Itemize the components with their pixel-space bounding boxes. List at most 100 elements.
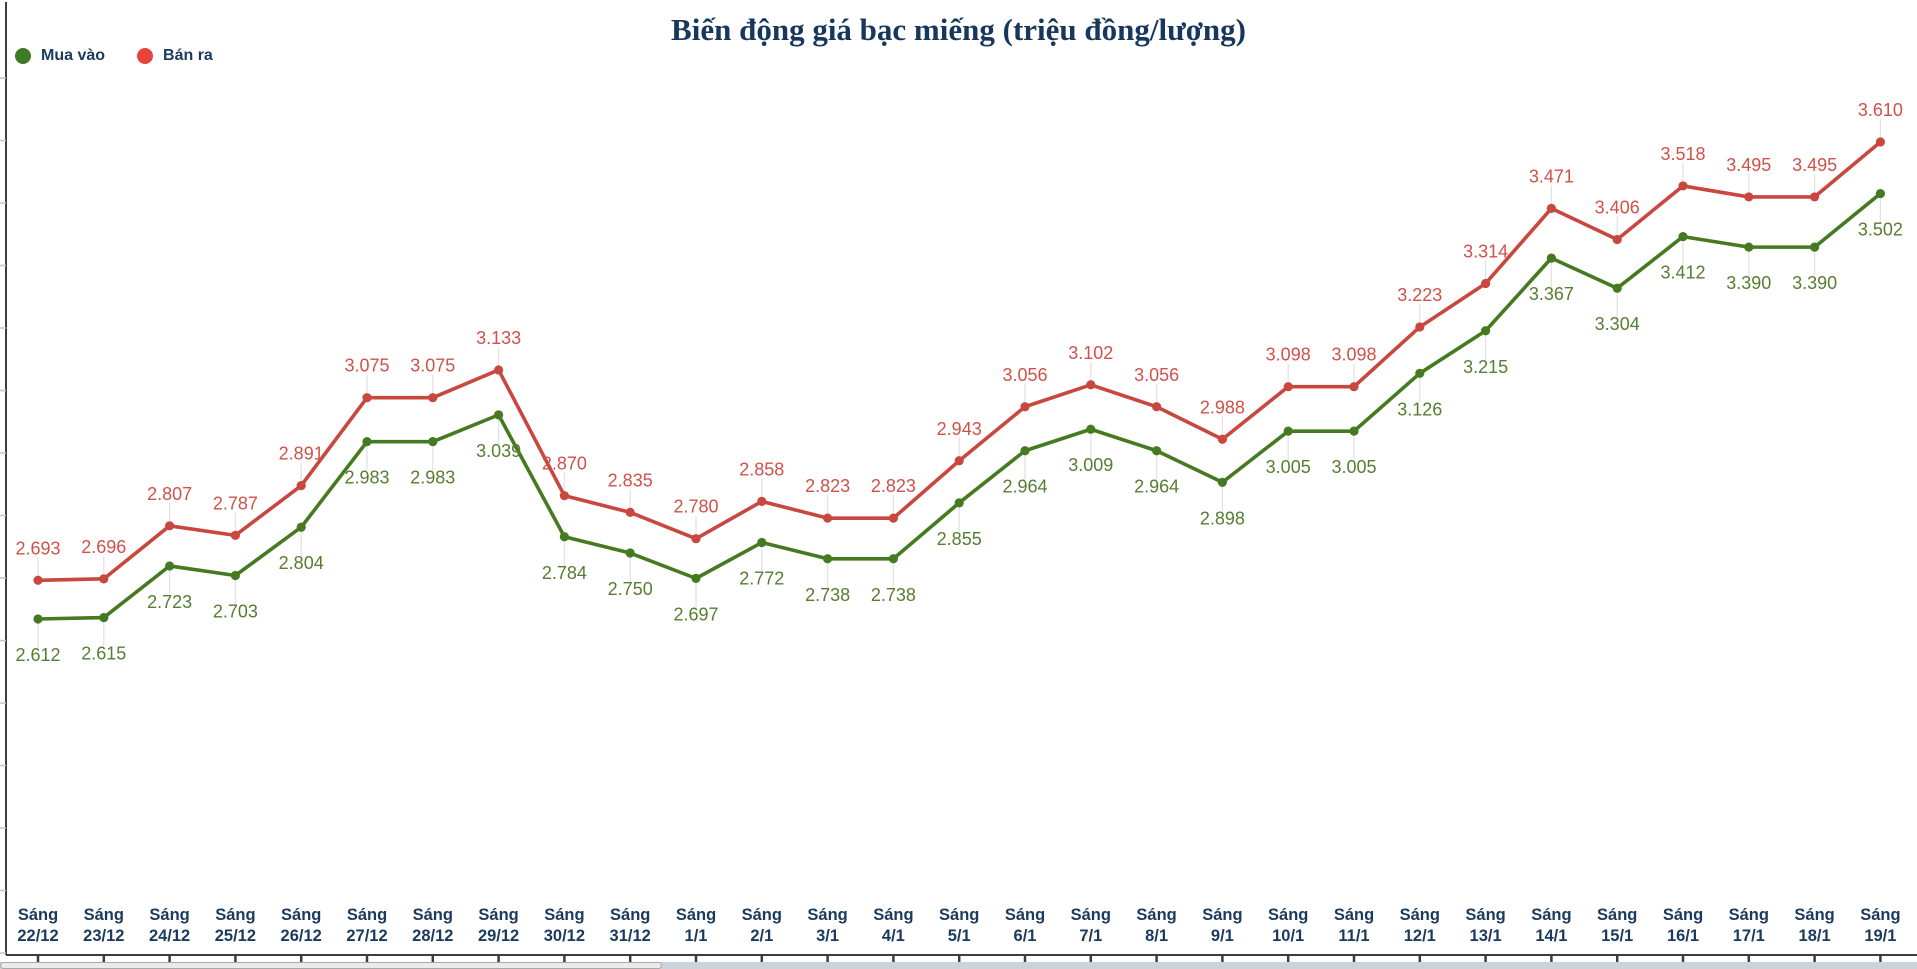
data-point-mua-vao[interactable] [954,498,964,508]
data-point-ban-ra[interactable] [1086,380,1096,390]
data-label-ban-ra: 3.075 [344,356,389,376]
data-label-ban-ra: 3.610 [1858,100,1903,120]
horizontal-scrollbar-thumb[interactable] [0,962,662,969]
data-point-mua-vao[interactable] [1349,426,1359,436]
data-point-mua-vao[interactable] [428,437,438,447]
data-label-mua-vao: 3.304 [1595,314,1640,334]
data-label-mua-vao: 2.697 [673,604,718,624]
data-point-ban-ra[interactable] [428,393,438,403]
data-point-mua-vao[interactable] [1415,368,1425,378]
data-label-ban-ra: 2.823 [871,476,916,496]
data-point-ban-ra[interactable] [888,513,899,523]
data-label-mua-vao: 2.983 [410,468,455,488]
data-point-mua-vao[interactable] [823,554,833,564]
data-label-mua-vao: 2.703 [213,602,258,622]
data-point-ban-ra[interactable] [1810,192,1820,202]
x-axis-label: Sáng 4/1 [873,906,913,945]
data-point-mua-vao[interactable] [1283,426,1293,436]
data-label-mua-vao: 3.502 [1858,220,1903,240]
data-point-ban-ra[interactable] [1020,402,1030,412]
data-point-mua-vao[interactable] [559,532,570,542]
data-label-ban-ra: 2.988 [1200,397,1245,417]
data-point-mua-vao[interactable] [494,410,504,420]
data-point-ban-ra[interactable] [1349,382,1359,392]
data-point-ban-ra[interactable] [494,365,504,375]
data-point-ban-ra[interactable] [954,456,964,466]
data-point-mua-vao[interactable] [1086,424,1096,434]
data-point-mua-vao[interactable] [1217,477,1227,487]
data-point-ban-ra[interactable] [757,496,767,507]
data-point-mua-vao[interactable] [1546,253,1556,263]
data-label-mua-vao: 2.738 [871,585,916,605]
legend-item-mua-vao[interactable]: Mua vào [15,47,105,65]
data-point-ban-ra[interactable] [691,534,701,544]
data-point-ban-ra[interactable] [33,575,43,585]
x-axis-label: Sáng 24/12 [149,906,190,945]
x-axis-label: Sáng 18/1 [1794,906,1834,945]
data-label-mua-vao: 2.738 [805,585,850,605]
data-point-ban-ra[interactable] [559,491,570,501]
data-point-ban-ra[interactable] [362,393,372,403]
data-label-ban-ra: 3.223 [1397,285,1442,305]
data-point-ban-ra[interactable] [1875,137,1885,147]
data-point-mua-vao[interactable] [757,537,767,548]
data-point-ban-ra[interactable] [1283,382,1293,392]
data-label-mua-vao: 2.615 [81,644,126,664]
data-point-ban-ra[interactable] [1612,234,1622,245]
data-label-mua-vao: 2.784 [542,563,587,583]
data-point-mua-vao[interactable] [625,548,635,558]
data-point-mua-vao[interactable] [362,437,372,447]
data-label-ban-ra: 3.471 [1529,166,1574,186]
data-point-mua-vao[interactable] [1020,446,1030,456]
data-label-ban-ra: 2.823 [805,476,850,496]
data-point-mua-vao[interactable] [1810,242,1820,252]
data-point-mua-vao[interactable] [691,573,701,583]
data-label-mua-vao: 2.750 [608,579,653,599]
data-label-mua-vao: 2.804 [279,553,324,573]
data-label-mua-vao: 2.723 [147,592,192,612]
data-point-mua-vao[interactable] [1875,188,1885,199]
data-point-ban-ra[interactable] [1481,278,1491,289]
data-point-ban-ra[interactable] [165,521,175,531]
data-label-ban-ra: 3.518 [1660,144,1705,164]
data-point-ban-ra[interactable] [1152,402,1162,412]
chart-legend: Mua vào Bán ra [15,47,213,65]
data-point-mua-vao[interactable] [1612,283,1622,293]
data-point-mua-vao[interactable] [888,554,899,564]
data-point-mua-vao[interactable] [230,570,240,581]
data-point-ban-ra[interactable] [1546,203,1556,213]
data-point-ban-ra[interactable] [1415,322,1425,332]
data-point-ban-ra[interactable] [230,530,240,540]
data-point-mua-vao[interactable] [1744,242,1754,252]
data-point-ban-ra[interactable] [99,574,109,584]
x-axis-label: Sáng 14/1 [1531,906,1571,945]
x-axis-label: Sáng 9/1 [1202,906,1242,945]
green-dot-icon [15,48,31,64]
data-point-mua-vao[interactable] [33,614,43,624]
data-point-ban-ra[interactable] [1678,181,1688,191]
data-point-ban-ra[interactable] [1744,192,1754,202]
data-point-ban-ra[interactable] [625,507,635,518]
legend-item-ban-ra[interactable]: Bán ra [137,47,213,65]
data-point-mua-vao[interactable] [1152,446,1162,456]
x-axis-label: Sáng 2/1 [742,906,782,945]
data-label-ban-ra: 3.098 [1266,345,1311,365]
data-point-mua-vao[interactable] [296,522,306,532]
horizontal-scrollbar-track[interactable] [0,962,1917,969]
data-point-mua-vao[interactable] [1481,326,1491,336]
data-point-mua-vao[interactable] [1678,232,1688,242]
data-label-mua-vao: 3.390 [1792,273,1837,293]
data-point-ban-ra[interactable] [1217,434,1227,444]
data-label-ban-ra: 3.102 [1068,343,1113,363]
x-axis-label: Sáng 29/12 [478,906,519,945]
data-label-mua-vao: 3.412 [1660,263,1705,283]
data-point-ban-ra[interactable] [296,481,306,491]
data-label-mua-vao: 2.964 [1134,477,1179,497]
data-point-ban-ra[interactable] [823,513,833,523]
data-point-mua-vao[interactable] [165,561,175,571]
data-point-mua-vao[interactable] [99,612,109,623]
data-label-ban-ra: 2.780 [673,497,718,517]
x-axis-label: Sáng 17/1 [1729,906,1769,945]
x-axis-label: Sáng 12/1 [1400,906,1440,945]
